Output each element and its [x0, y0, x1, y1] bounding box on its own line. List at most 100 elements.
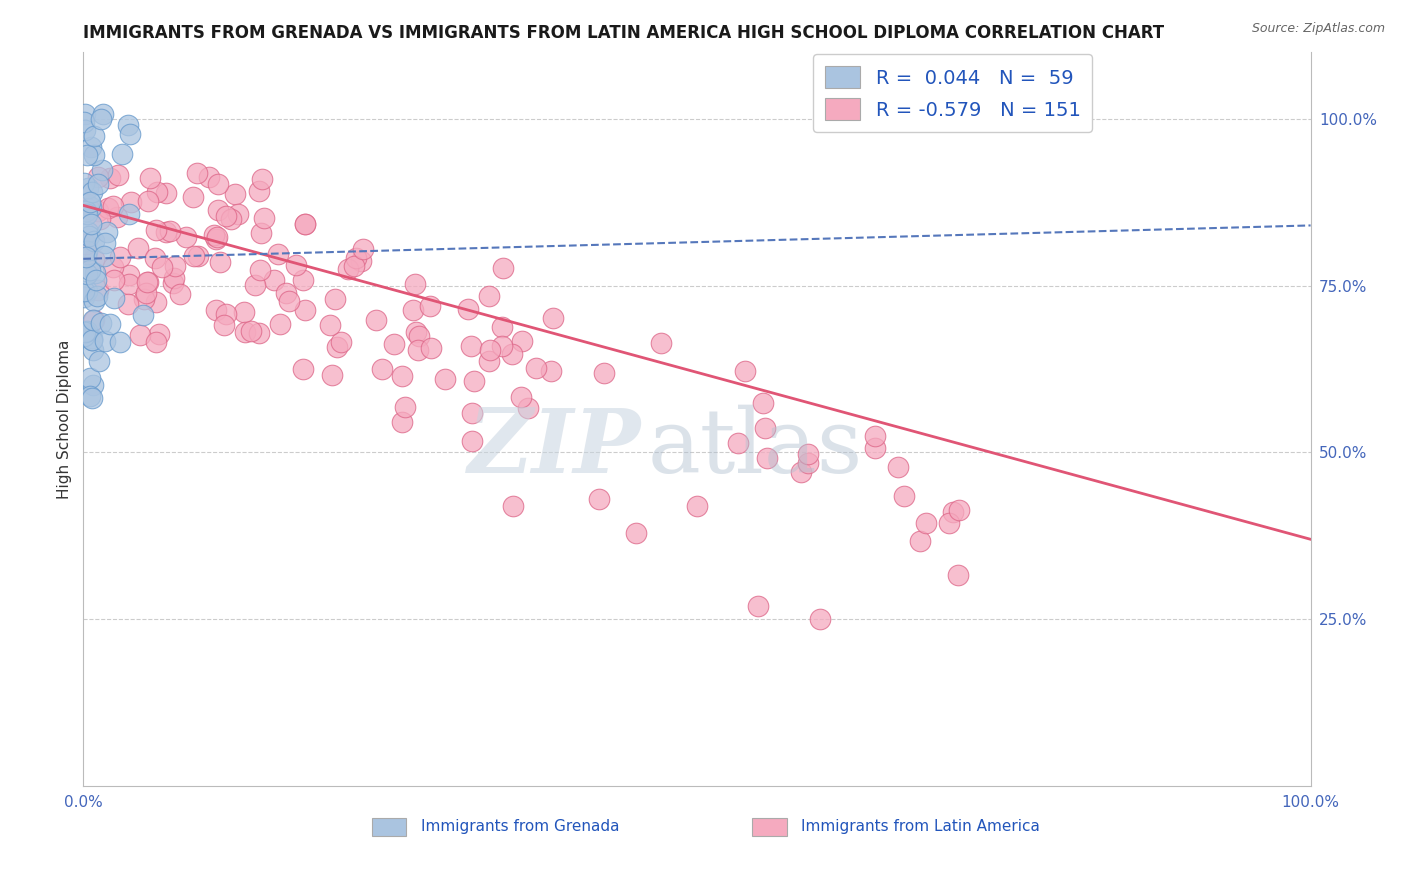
Point	[76, 244, 98, 258]
Point	[75, 123, 97, 137]
Point	[226, 207, 249, 221]
Point	[915, 516, 938, 530]
Point	[163, 271, 186, 285]
Point	[107, 168, 129, 182]
Point	[337, 261, 360, 276]
Point	[269, 317, 291, 331]
Text: Immigrants from Grenada: Immigrants from Grenada	[420, 819, 619, 834]
Point	[79, 140, 101, 154]
Point	[461, 406, 484, 420]
Point	[93, 249, 115, 263]
Point	[247, 326, 270, 340]
Point	[391, 415, 413, 429]
Point	[686, 499, 709, 513]
FancyBboxPatch shape	[371, 818, 406, 836]
Point	[797, 447, 820, 461]
Point	[267, 247, 290, 261]
Point	[73, 176, 96, 190]
Point	[76, 267, 98, 281]
Point	[82, 334, 104, 348]
Point	[747, 599, 769, 613]
Point	[588, 492, 610, 507]
Point	[80, 331, 103, 345]
Point	[214, 307, 236, 321]
Text: atlas: atlas	[648, 405, 863, 492]
Point	[205, 232, 228, 246]
Point	[165, 259, 187, 273]
Point	[755, 450, 778, 465]
Point	[734, 364, 756, 378]
Point	[83, 266, 105, 280]
Point	[402, 303, 425, 318]
Point	[169, 287, 191, 301]
Point	[82, 313, 104, 327]
Point	[752, 396, 775, 410]
Point	[145, 334, 167, 349]
Point	[457, 302, 479, 317]
Point	[76, 236, 98, 251]
Point	[159, 224, 181, 238]
Text: Immigrants from Latin America: Immigrants from Latin America	[801, 819, 1040, 834]
Point	[87, 177, 110, 191]
Point	[87, 353, 110, 368]
Point	[202, 228, 225, 243]
Point	[79, 371, 101, 385]
Point	[96, 225, 118, 239]
Point	[394, 400, 416, 414]
Point	[908, 533, 931, 548]
Point	[253, 211, 276, 225]
Point	[948, 503, 970, 517]
Point	[863, 429, 886, 443]
Point	[808, 612, 831, 626]
Point	[187, 249, 209, 263]
Point	[274, 286, 297, 301]
Point	[83, 129, 105, 144]
Point	[83, 313, 105, 327]
Point	[103, 273, 125, 287]
Point	[938, 516, 960, 531]
Point	[524, 360, 547, 375]
Point	[111, 146, 134, 161]
Point	[148, 327, 170, 342]
Point	[263, 273, 285, 287]
Point	[197, 170, 219, 185]
Point	[540, 364, 562, 378]
Point	[139, 171, 162, 186]
Point	[243, 277, 266, 292]
Point	[510, 390, 533, 404]
Point	[461, 434, 484, 448]
Point	[162, 276, 184, 290]
Point	[754, 421, 776, 435]
Point	[75, 204, 97, 219]
Point	[80, 201, 103, 215]
Point	[501, 346, 523, 360]
Point	[207, 178, 229, 192]
Point	[97, 201, 120, 215]
Point	[155, 225, 177, 239]
Point	[212, 318, 235, 333]
Point	[433, 372, 456, 386]
Point	[90, 112, 112, 126]
Point	[79, 194, 101, 209]
Point	[492, 260, 515, 275]
Point	[419, 299, 441, 313]
Point	[73, 114, 96, 128]
Point	[103, 291, 125, 305]
Point	[491, 339, 513, 353]
Point	[477, 354, 499, 368]
Point	[110, 334, 132, 349]
Point	[118, 207, 141, 221]
Point	[541, 310, 564, 325]
Point	[323, 292, 346, 306]
Point	[893, 489, 915, 503]
Point	[240, 324, 263, 338]
Text: ZIP: ZIP	[468, 405, 641, 491]
Point	[131, 308, 153, 322]
Point	[77, 202, 100, 217]
Point	[224, 187, 246, 202]
Point	[350, 254, 373, 268]
Point	[207, 202, 229, 217]
Point	[73, 328, 96, 343]
Point	[371, 362, 394, 376]
Point	[366, 312, 388, 326]
